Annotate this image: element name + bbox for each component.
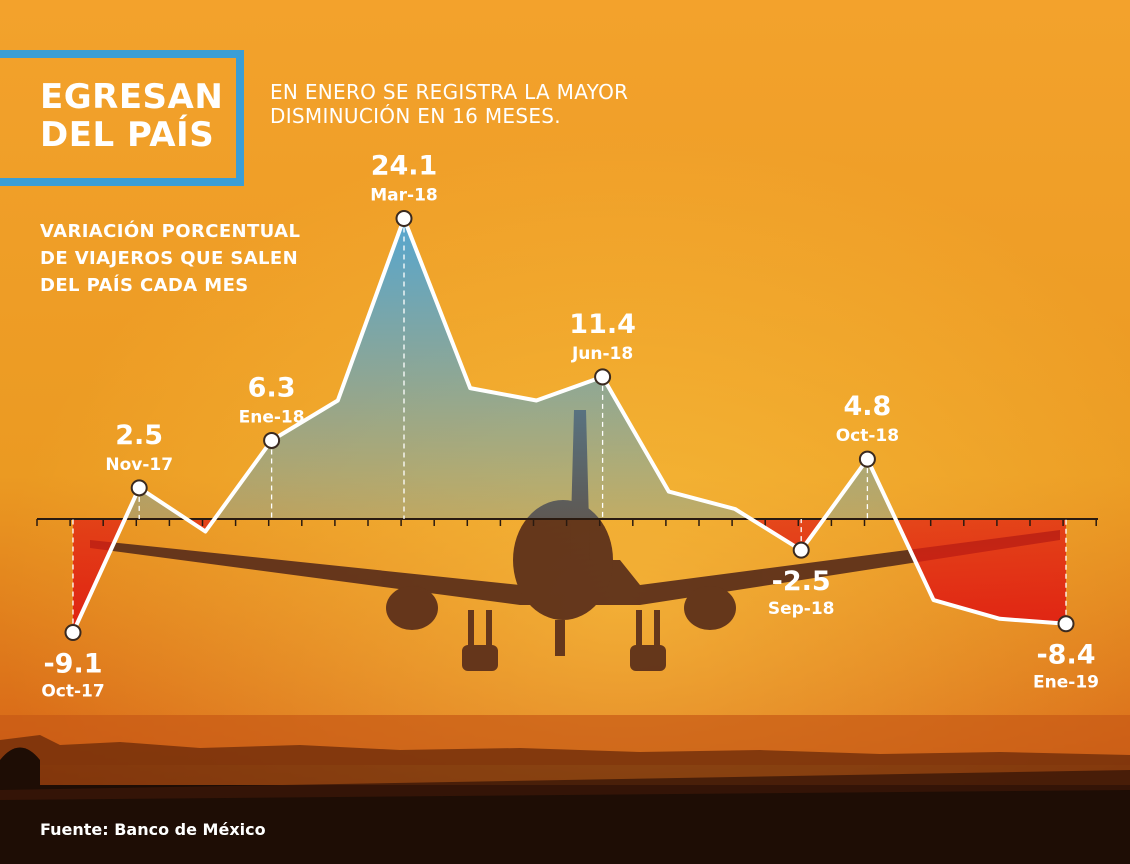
negative-area — [73, 519, 1066, 633]
page-subtitle: EN ENERO SE REGISTRA LA MAYOR DISMINUCIÓ… — [270, 80, 628, 128]
data-label-value: 11.4 — [569, 309, 636, 340]
data-label-value: 4.8 — [843, 391, 891, 422]
data-label-value: -8.4 — [1036, 640, 1095, 671]
data-label-value: 6.3 — [248, 372, 296, 403]
data-point-marker — [130, 479, 148, 497]
data-point-marker — [594, 368, 612, 386]
positive-area — [73, 218, 1066, 519]
data-label-date: Jun-18 — [571, 344, 633, 364]
subtitle-line-2: DISMINUCIÓN EN 16 MESES. — [270, 104, 561, 128]
data-label-date: Mar-18 — [370, 185, 438, 205]
data-label-date: Nov-17 — [105, 455, 173, 475]
chart-description: VARIACIÓN PORCENTUAL DE VIAJEROS QUE SAL… — [40, 218, 300, 299]
data-point-marker — [395, 209, 413, 227]
title-line-1: EGRESAN — [40, 77, 224, 117]
title-frame — [0, 50, 244, 186]
data-point-marker — [1057, 615, 1075, 633]
data-label-date: Sep-18 — [768, 599, 835, 619]
source-note: Fuente: Banco de México — [40, 820, 266, 839]
data-label-date: Oct-18 — [836, 426, 899, 446]
data-label-date: Ene-18 — [239, 407, 305, 427]
data-point-marker — [858, 450, 876, 468]
data-label-date: Ene-19 — [1033, 673, 1099, 693]
data-label-value: 24.1 — [371, 150, 438, 181]
chart-description-line-3: DEL PAÍS CADA MES — [40, 275, 249, 296]
horizon-silhouette — [0, 715, 1130, 864]
title-line-2: DEL PAÍS — [40, 115, 215, 155]
data-label-value: 2.5 — [115, 420, 163, 451]
airplane-image — [90, 410, 1060, 671]
chart-description-line-1: VARIACIÓN PORCENTUAL — [40, 221, 301, 242]
page-title: EGRESAN DEL PAÍS — [40, 78, 223, 154]
data-point-marker — [792, 541, 810, 559]
data-point-marker — [64, 623, 82, 641]
data-label-value: -2.5 — [772, 566, 831, 597]
chart-description-line-2: DE VIAJEROS QUE SALEN — [40, 248, 299, 269]
subtitle-line-1: EN ENERO SE REGISTRA LA MAYOR — [270, 80, 629, 104]
data-label-date: Oct-17 — [41, 681, 104, 701]
series-line — [71, 216, 1067, 634]
data-label-value: -9.1 — [43, 648, 102, 679]
data-point-marker — [263, 431, 281, 449]
